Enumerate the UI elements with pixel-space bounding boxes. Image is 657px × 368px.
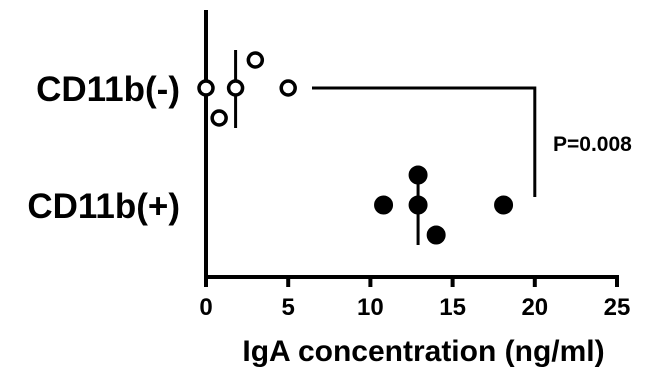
filled-data-point [426,225,446,245]
significance-bracket-line [312,86,537,197]
filled-data-point [494,195,514,215]
x-axis-label: IgA concentration (ng/ml) [242,335,604,368]
open-data-point [226,79,245,97]
open-data-point [210,109,228,127]
x-tick-label: 0 [199,294,212,321]
x-tick-label: 5 [282,294,295,321]
x-ticks: 0 5 10 15 20 25 [199,277,630,321]
axes [204,10,619,279]
open-data-point [246,51,265,69]
data-points [197,51,514,245]
category-label: CD11b(-) [36,70,180,109]
x-tick-label: 15 [439,294,466,321]
open-data-point [197,79,215,97]
significance-bracket: P=0.008 [312,86,632,197]
x-tick-label: 25 [604,294,631,321]
category-label: CD11b(+) [27,187,180,226]
category-labels: CD11b(-) CD11b(+) [27,70,180,226]
open-data-point [279,79,297,97]
x-tick-label: 10 [357,294,384,321]
x-tick-label: 20 [521,294,548,321]
filled-data-point [408,165,428,185]
median-lines [234,50,420,245]
filled-data-point [408,195,428,215]
filled-data-point [374,195,394,215]
p-value-label: P=0.008 [553,133,632,156]
